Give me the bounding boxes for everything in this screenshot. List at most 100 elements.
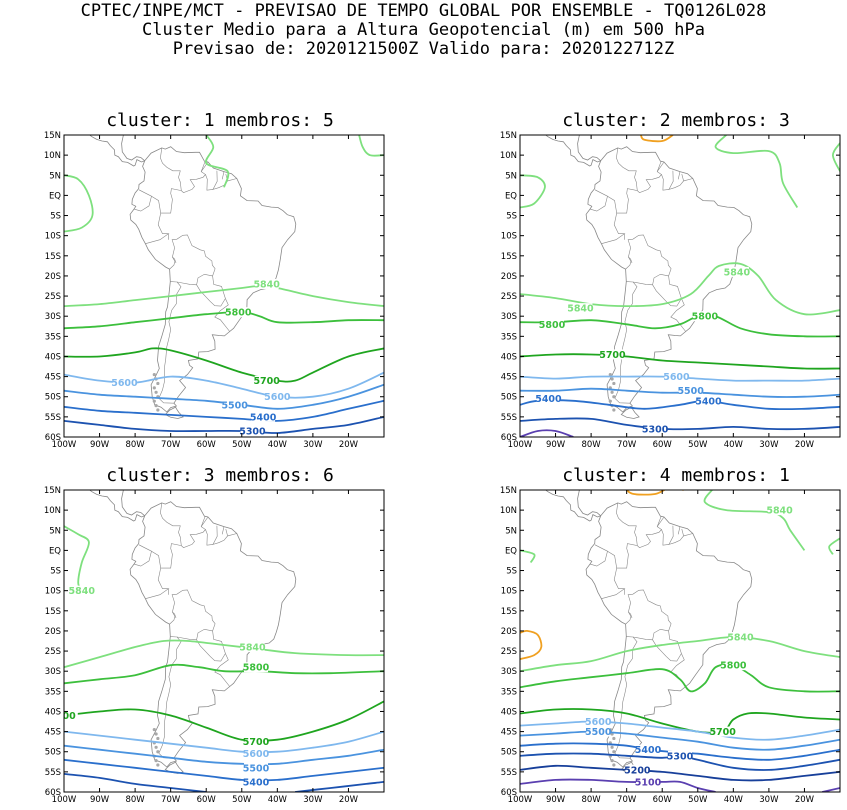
country-border bbox=[589, 544, 608, 567]
contour-line bbox=[520, 629, 543, 660]
contour-line bbox=[832, 142, 840, 172]
lat-tick-label: 55S bbox=[45, 413, 61, 423]
island-mark bbox=[608, 399, 612, 403]
lat-tick-label: 35S bbox=[45, 687, 61, 697]
lat-tick-label: 10S bbox=[45, 232, 61, 242]
country-border bbox=[151, 550, 161, 569]
contour-label-bg bbox=[678, 385, 703, 396]
lat-tick-label: 50S bbox=[501, 748, 517, 758]
contour-line bbox=[64, 416, 384, 434]
contour-label-bg bbox=[643, 423, 668, 434]
island-mark bbox=[156, 408, 160, 412]
lon-tick-label: 90W bbox=[546, 795, 566, 805]
lat-tick-label: 35S bbox=[501, 332, 517, 342]
contour-line bbox=[64, 663, 384, 685]
lat-tick-label: 20S bbox=[501, 627, 517, 637]
country-border bbox=[661, 174, 670, 191]
country-border bbox=[628, 611, 633, 619]
contour-label-bg bbox=[254, 375, 279, 386]
country-border bbox=[225, 529, 228, 536]
contour-line bbox=[64, 744, 384, 766]
contour-line bbox=[520, 314, 840, 338]
contour-label: 5840 bbox=[727, 632, 754, 643]
island-mark bbox=[152, 386, 156, 390]
lon-tick-label: 60W bbox=[653, 440, 673, 450]
country-border bbox=[614, 281, 638, 404]
lat-tick-label: 55S bbox=[501, 413, 517, 423]
contour-line bbox=[714, 135, 799, 208]
lon-tick-label: 40W bbox=[724, 795, 744, 805]
lat-tick-label: 5N bbox=[505, 171, 517, 181]
contour-label: 5700 bbox=[709, 727, 736, 738]
central-america-pacific-coastline bbox=[545, 135, 601, 167]
country-border bbox=[158, 636, 182, 759]
lon-tick-label: 20W bbox=[339, 440, 359, 450]
contour-label-bg bbox=[244, 762, 268, 773]
contour-label: 5700 bbox=[253, 376, 280, 387]
plot-frame bbox=[519, 134, 841, 438]
contour-label: 5300 bbox=[642, 424, 669, 435]
country-border bbox=[151, 195, 161, 214]
island-mark bbox=[156, 736, 160, 741]
map-plot: 5840584058005700560055005400530052005100… bbox=[500, 486, 841, 805]
lat-tick-label: 5S bbox=[506, 212, 517, 222]
country-border bbox=[677, 171, 681, 180]
country-border bbox=[212, 525, 237, 545]
island-mark bbox=[154, 732, 158, 736]
country-border bbox=[616, 147, 638, 191]
contour-label-bg bbox=[724, 266, 749, 277]
south-america-coastline bbox=[129, 146, 297, 413]
contour-label-bg bbox=[244, 662, 268, 673]
contour-label-bg bbox=[710, 726, 735, 737]
lat-tick-label: 10S bbox=[501, 232, 517, 242]
lat-tick-label: 45S bbox=[501, 728, 517, 738]
lat-tick-label: 60S bbox=[45, 433, 61, 443]
lat-tick-label: 40S bbox=[501, 707, 517, 717]
lat-tick-label: 5N bbox=[49, 526, 61, 536]
island-mark bbox=[156, 381, 160, 386]
contour-label: 5840 bbox=[724, 267, 751, 278]
lat-tick-label: 5N bbox=[505, 526, 517, 536]
contour-line bbox=[64, 730, 384, 754]
lon-tick-label: 100W bbox=[508, 440, 533, 450]
main-title-line1: CPTEC/INPE/MCT - PREVISAO DE TEMPO GLOBA… bbox=[80, 1, 767, 21]
main-title-line2: Cluster Medio para a Altura Geopotencial… bbox=[142, 20, 705, 40]
contour-label: 5600 bbox=[663, 372, 690, 383]
contour-line bbox=[64, 174, 94, 233]
contour-label-bg bbox=[721, 660, 746, 671]
island-mark bbox=[610, 745, 614, 749]
contour-line bbox=[520, 720, 840, 741]
country-border bbox=[607, 195, 617, 214]
lat-tick-label: 60S bbox=[501, 433, 517, 443]
country-border bbox=[196, 273, 213, 285]
country-border bbox=[169, 589, 230, 687]
lat-tick-label: 50S bbox=[45, 393, 61, 403]
contour-label: 5400 bbox=[250, 412, 277, 423]
contour-label-bg bbox=[536, 393, 561, 404]
country-border bbox=[628, 256, 633, 264]
lon-tick-label: 50W bbox=[688, 440, 708, 450]
contour-label: 5700 bbox=[599, 350, 626, 361]
island-mark bbox=[612, 763, 616, 767]
contour-label: 5800 bbox=[539, 320, 566, 331]
lat-tick-label: 30S bbox=[501, 667, 517, 677]
contour-label-bg bbox=[586, 726, 611, 737]
lat-tick-label: 5S bbox=[50, 567, 61, 577]
lat-tick-label: 55S bbox=[501, 768, 517, 778]
lat-tick-label: 40S bbox=[45, 352, 61, 362]
contour-label-bg bbox=[586, 716, 611, 727]
lon-tick-label: 60W bbox=[197, 795, 217, 805]
contour-label: 5800 bbox=[225, 308, 252, 319]
contour-label-bg bbox=[696, 395, 721, 406]
lat-tick-label: 20S bbox=[45, 627, 61, 637]
lat-tick-label: EQ bbox=[49, 546, 61, 556]
lat-tick-label: 10N bbox=[500, 151, 517, 161]
contour-label-bg bbox=[64, 710, 78, 721]
contour-line bbox=[520, 399, 840, 411]
lon-tick-label: 30W bbox=[303, 795, 323, 805]
lat-tick-label: 10N bbox=[44, 506, 61, 516]
contour-label-bg bbox=[767, 505, 792, 516]
island-mark bbox=[156, 763, 160, 767]
